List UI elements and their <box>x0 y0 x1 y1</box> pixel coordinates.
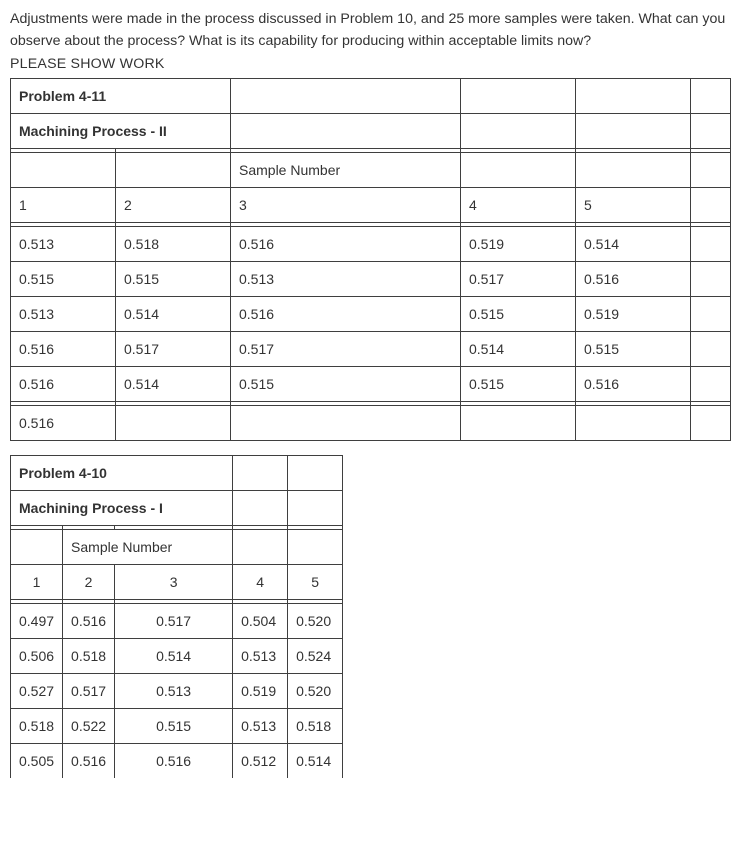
table2-header: 2 <box>63 565 115 600</box>
table1-header: 3 <box>231 188 461 223</box>
table2-title: Problem 4-10 <box>11 456 233 491</box>
table1-sample-label: Sample Number <box>231 153 461 188</box>
table-row: 0.505 0.516 0.516 0.512 0.514 <box>11 744 343 779</box>
table1-footer: 0.516 <box>11 406 116 441</box>
table1-subtitle: Machining Process - II <box>11 114 231 149</box>
table2-header: 5 <box>288 565 343 600</box>
table1-header: 2 <box>116 188 231 223</box>
table-row: 0.516 0.514 0.515 0.515 0.516 <box>11 367 731 402</box>
table-row: 0.516 0.517 0.517 0.514 0.515 <box>11 332 731 367</box>
table1-header: 5 <box>576 188 691 223</box>
table-row: 0.506 0.518 0.514 0.513 0.524 <box>11 639 343 674</box>
table-row: 0.515 0.515 0.513 0.517 0.516 <box>11 262 731 297</box>
table1-title: Problem 4-11 <box>11 79 231 114</box>
table-problem-4-10: Problem 4-10 Machining Process - I Sampl… <box>10 455 343 778</box>
table2-header: 4 <box>233 565 288 600</box>
intro-text: Adjustments were made in the process dis… <box>10 8 737 52</box>
table-row: 0.513 0.514 0.516 0.515 0.519 <box>11 297 731 332</box>
show-work-text: PLEASE SHOW WORK <box>10 56 737 72</box>
table-problem-4-11: Problem 4-11 Machining Process - II Samp… <box>10 78 731 441</box>
table-row: 0.527 0.517 0.513 0.519 0.520 <box>11 674 343 709</box>
table1-header: 4 <box>461 188 576 223</box>
table-row: 0.497 0.516 0.517 0.504 0.520 <box>11 604 343 639</box>
table-row: 0.518 0.522 0.515 0.513 0.518 <box>11 709 343 744</box>
table2-header: 3 <box>115 565 233 600</box>
table1-header: 1 <box>11 188 116 223</box>
table2-sample-label: Sample Number <box>63 530 233 565</box>
table-row: 0.513 0.518 0.516 0.519 0.514 <box>11 227 731 262</box>
table2-header: 1 <box>11 565 63 600</box>
table2-subtitle: Machining Process - I <box>11 491 233 526</box>
